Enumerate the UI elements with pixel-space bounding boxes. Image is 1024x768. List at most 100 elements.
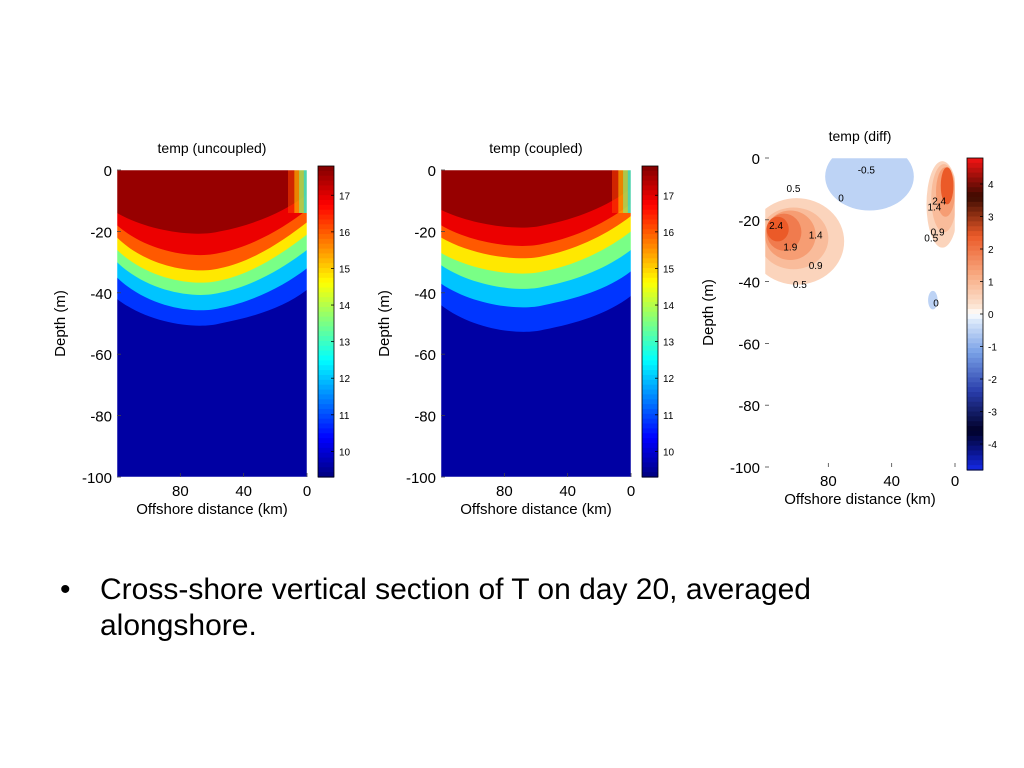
colorbar-segment — [318, 204, 334, 211]
chart-panel-1: 0 -20 -40 -60 -80 -100 80 40 0 temp (uncoupled) Of… — [52, 140, 351, 518]
colorbar-segment — [642, 234, 658, 240]
colorbar-segment — [967, 323, 983, 330]
colorbar-segment — [967, 372, 983, 378]
y-tick-label: 0 — [752, 151, 760, 168]
colorbar-segment — [318, 336, 334, 342]
y-tick-label: -20 — [738, 213, 760, 230]
temperature-band — [441, 170, 631, 228]
colorbar-segment — [967, 270, 983, 276]
colorbar-segment — [642, 433, 658, 439]
y-tick-label: -40 — [90, 286, 112, 303]
colorbar-segment — [642, 428, 658, 434]
contour-label: 2.4 — [932, 196, 946, 207]
chart-title: temp (coupled) — [489, 140, 582, 156]
colorbar-segment — [642, 442, 658, 449]
colorbar-segment — [642, 340, 658, 347]
heatmap-field — [441, 170, 631, 477]
colorbar-segment — [967, 318, 983, 325]
colorbar-segment — [967, 392, 983, 398]
colorbar-segment — [967, 187, 983, 193]
chart-title: temp (diff) — [829, 128, 892, 144]
colorbar-segment — [642, 297, 658, 303]
colorbar-segment — [318, 389, 334, 395]
colorbar-segment — [318, 438, 334, 444]
colorbar-segment — [642, 209, 658, 216]
x-tick-label: 80 — [496, 483, 513, 500]
x-tick-label: 40 — [235, 483, 252, 500]
colorbar-segment — [967, 265, 983, 271]
colorbar-tick-label: 1 — [988, 278, 994, 289]
colorbar-segment — [967, 304, 983, 310]
colorbar-segment — [642, 360, 658, 366]
colorbar-segment — [318, 268, 334, 274]
colorbar-tick-label: 16 — [339, 228, 351, 239]
positive-anomaly — [766, 216, 789, 242]
colorbar-segment — [967, 343, 983, 349]
contour-label: 1.4 — [927, 203, 941, 214]
x-tick-label: 80 — [172, 483, 189, 500]
colorbar-segment — [642, 413, 658, 420]
colorbar-segment — [318, 404, 334, 410]
nearshore-band — [303, 170, 307, 213]
contour-label: 0.5 — [787, 184, 801, 195]
nearshore-band — [299, 170, 307, 213]
colorbar-tick-label: 4 — [988, 180, 994, 191]
bullet-marker: • — [60, 573, 71, 606]
y-axis-label: Depth (m) — [52, 290, 69, 357]
colorbar-segment — [642, 287, 658, 293]
nearshore-band — [627, 170, 631, 213]
y-axis-label: Depth (m) — [700, 279, 717, 346]
colorbar-segment — [967, 250, 983, 257]
colorbar-segment — [967, 201, 983, 208]
colorbar-segment — [318, 423, 334, 430]
colorbar-segment — [967, 377, 983, 383]
colorbar-tick-label: 13 — [663, 338, 675, 349]
colorbar-segment — [318, 238, 334, 245]
x-tick-label: 40 — [559, 483, 576, 500]
colorbar-segment — [318, 311, 334, 318]
colorbar-segment — [642, 253, 658, 259]
colorbar-segment — [318, 360, 334, 366]
colorbar-segment — [318, 447, 334, 454]
colorbar-tick-label: 12 — [663, 374, 675, 385]
heatmap-field — [117, 170, 307, 477]
colorbar-segment — [642, 423, 658, 430]
colorbar-segment — [642, 379, 658, 386]
colorbar-segment — [318, 282, 334, 289]
colorbar-segment — [642, 447, 658, 454]
colorbar-segment — [642, 195, 658, 201]
y-tick-label: -80 — [414, 409, 436, 426]
heatmap-field: 0.50-0.52.41.91.40.90.52.41.40.90.50 — [765, 158, 955, 467]
colorbar-segment — [318, 428, 334, 434]
colorbar-tick-label: 2 — [988, 245, 994, 256]
colorbar-segment — [967, 382, 983, 388]
x-axis-label: Offshore distance (km) — [460, 501, 611, 518]
colorbar-segment — [318, 180, 334, 187]
colorbar-segment — [318, 467, 334, 473]
colorbar-segment — [318, 170, 334, 177]
colorbar-tick-label: 10 — [339, 447, 351, 458]
y-tick-label: -40 — [738, 275, 760, 292]
colorbar-segment — [318, 413, 334, 420]
colorbar-segment — [642, 389, 658, 395]
colorbar-segment — [318, 331, 334, 337]
colorbar-segment — [642, 258, 658, 264]
colorbar-tick-label: 17 — [339, 191, 351, 202]
colorbar-tick-label: -1 — [988, 343, 997, 354]
contour-label: -0.5 — [858, 165, 876, 176]
colorbar-segment — [642, 408, 658, 415]
contour-label: 1.9 — [783, 243, 797, 254]
colorbar-segment — [318, 224, 334, 230]
colorbar-segment — [318, 379, 334, 386]
colorbar-segment — [318, 292, 334, 298]
colorbar-segment — [967, 353, 983, 359]
colorbar-segment — [967, 294, 983, 300]
colorbar-tick-label: -2 — [988, 375, 997, 386]
colorbar-segment — [642, 472, 658, 478]
colorbar-segment — [642, 175, 658, 182]
colorbar-segment — [318, 350, 334, 357]
colorbar-segment — [967, 435, 983, 442]
colorbar-segment — [967, 401, 983, 408]
colorbar-segment — [642, 166, 658, 172]
colorbar-segment — [967, 177, 983, 183]
